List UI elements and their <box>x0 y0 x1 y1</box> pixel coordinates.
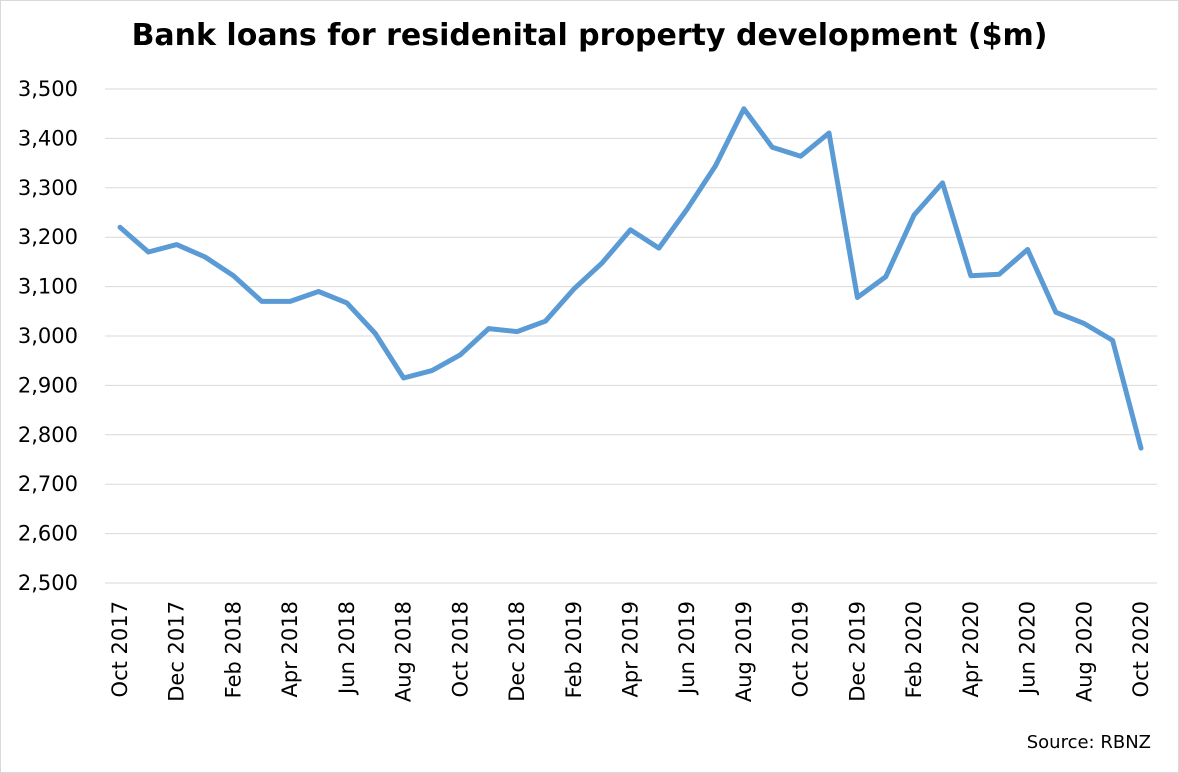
y-tick-label: 3,100 <box>18 275 78 299</box>
y-tick-label: 2,900 <box>18 373 78 397</box>
source-note: Source: RBNZ <box>1026 732 1151 753</box>
y-tick-label: 2,600 <box>18 522 78 546</box>
x-tick-label: Aug 2020 <box>1072 601 1096 702</box>
y-tick-label: 3,400 <box>18 126 78 150</box>
x-axis-ticks: Oct 2017 Dec 2017 Feb 2018 Apr 2018 Jun 2018… <box>108 601 1153 702</box>
x-tick-label: Dec 2019 <box>845 601 869 702</box>
x-tick-label: Apr 2018 <box>278 601 302 697</box>
x-tick-label: Dec 2018 <box>505 601 529 702</box>
y-tick-label: 2,500 <box>18 571 78 595</box>
x-tick-label: Apr 2019 <box>619 601 643 697</box>
x-tick-label: Feb 2020 <box>902 601 926 698</box>
y-tick-label: 2,700 <box>18 472 78 496</box>
chart-title: Bank loans for residenital property deve… <box>131 18 1048 53</box>
x-tick-label: Apr 2020 <box>959 601 983 697</box>
y-axis-ticks: 2,500 2,600 2,700 2,800 2,900 3,000 3,100 3,200… <box>18 77 78 595</box>
x-tick-label: Jun 2020 <box>1016 601 1040 696</box>
x-tick-label: Feb 2018 <box>221 601 245 698</box>
x-tick-label: Feb 2019 <box>562 601 586 698</box>
x-tick-label: Oct 2018 <box>448 601 472 697</box>
x-tick-label: Oct 2019 <box>789 601 813 697</box>
series-line <box>117 106 1144 451</box>
x-tick-label: Aug 2018 <box>392 601 416 702</box>
gridlines <box>105 88 1157 584</box>
y-tick-label: 3,200 <box>18 225 78 249</box>
y-tick-label: 3,500 <box>18 77 78 101</box>
x-tick-label: Jun 2019 <box>675 601 699 696</box>
y-tick-label: 3,300 <box>18 176 78 200</box>
y-tick-label: 3,000 <box>18 324 78 348</box>
x-tick-label: Oct 2020 <box>1129 601 1153 697</box>
x-tick-label: Jun 2018 <box>335 601 359 696</box>
y-tick-label: 2,800 <box>18 423 78 447</box>
x-tick-label: Aug 2019 <box>732 601 756 702</box>
x-tick-label: Dec 2017 <box>165 601 189 702</box>
x-tick-label: Oct 2017 <box>108 601 132 697</box>
series-layer <box>117 106 1144 451</box>
